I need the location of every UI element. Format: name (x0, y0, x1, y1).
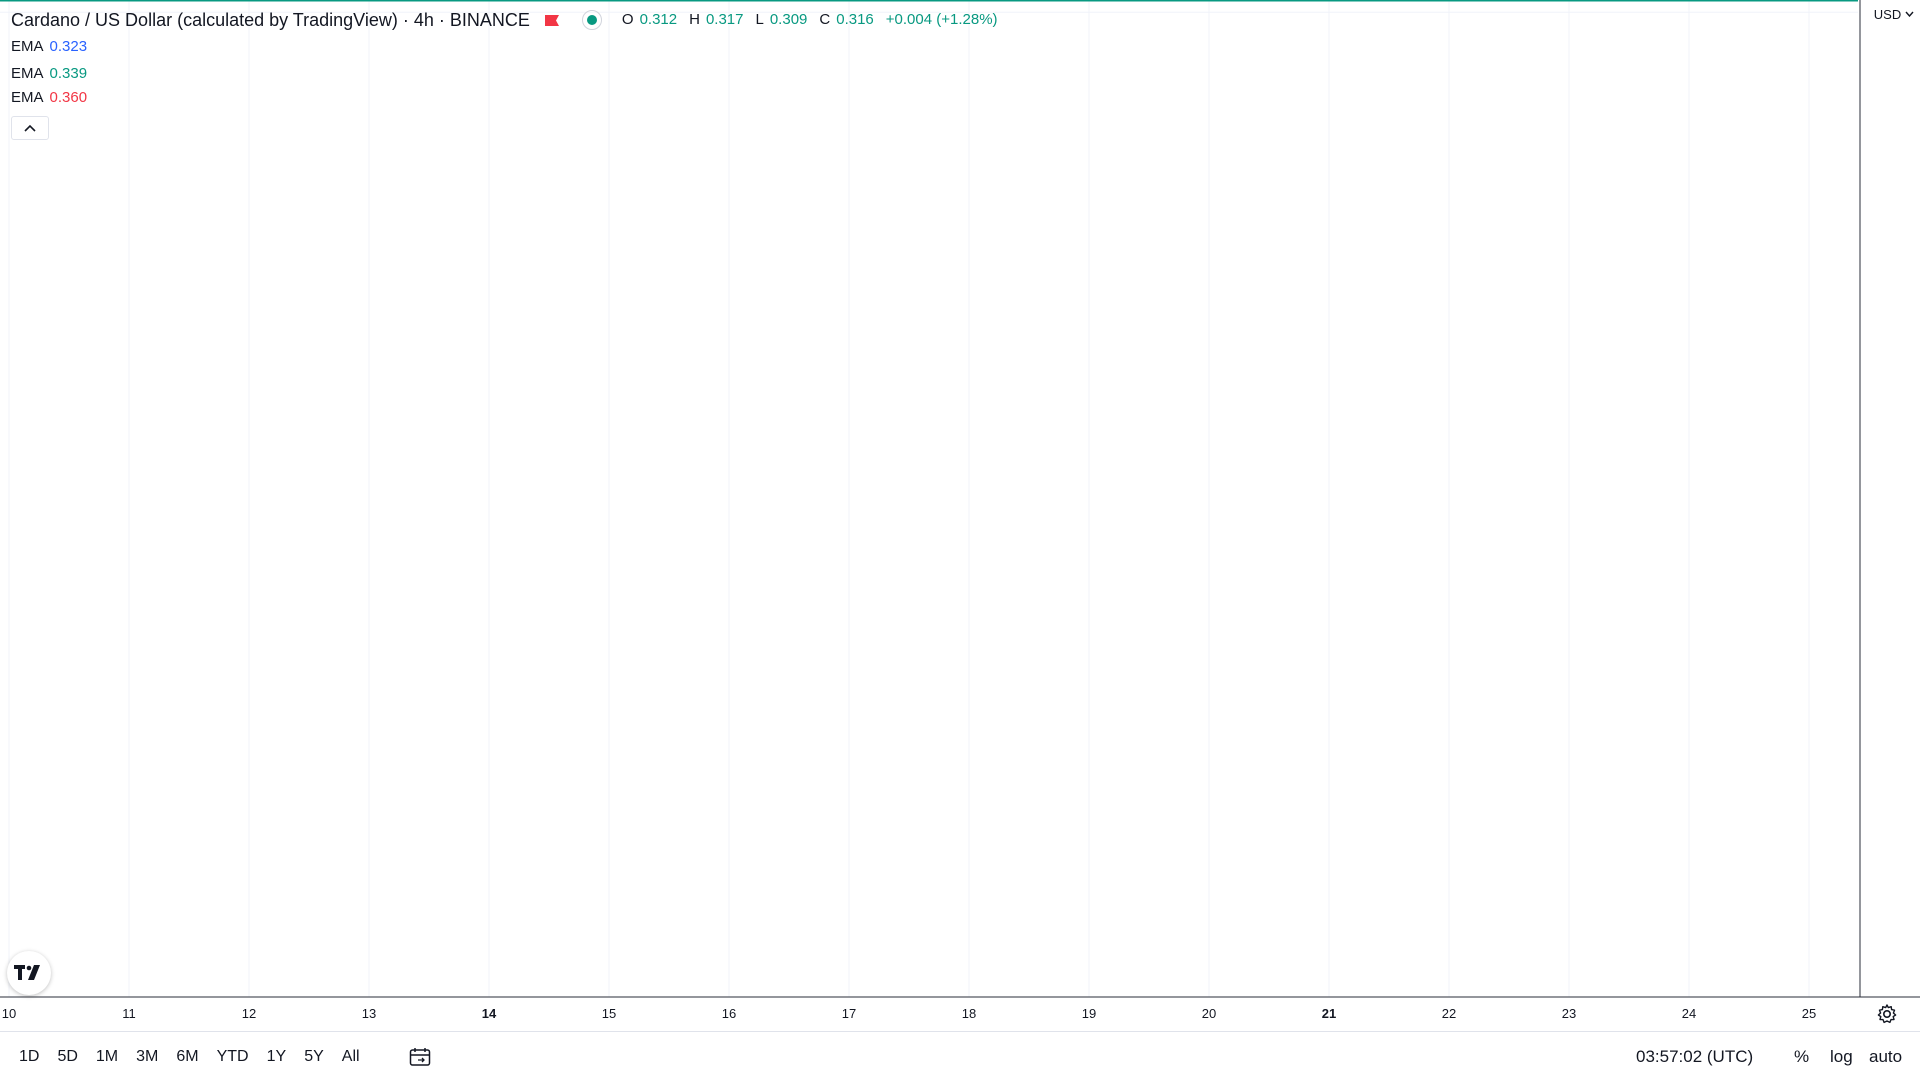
ohlc-low-label: L (755, 11, 764, 28)
range-1m-button[interactable]: 1M (95, 1047, 119, 1065)
ema-name: EMA (11, 38, 44, 55)
ohlc-close: 0.316 (836, 11, 874, 28)
time-tick-label: 16 (722, 1006, 736, 1021)
ema-name: EMA (11, 89, 44, 106)
time-tick-label: 14 (482, 1006, 497, 1021)
time-tick-label: 13 (362, 1006, 376, 1021)
time-tick-label: 21 (1322, 1006, 1336, 1021)
chart-grid (0, 0, 1858, 997)
range-3m-button[interactable]: 3M (136, 1047, 159, 1065)
gear-icon[interactable] (1876, 1003, 1898, 1025)
calendar-icon[interactable] (409, 1047, 431, 1067)
range-6m-button[interactable]: 6M (176, 1047, 199, 1065)
time-tick-label: 15 (602, 1006, 616, 1021)
tradingview-logo-icon (14, 965, 40, 980)
bottom-toolbar: 1D 5D 1M 3M 6M YTD 1Y 5Y All 03:57:02 (U… (0, 1031, 1920, 1081)
ohlc-change: +0.004 (+1.28%) (885, 11, 998, 28)
time-tick-label: 17 (842, 1006, 856, 1021)
pivot-levels: R3R2R1PivotS1Nov/2022 LowS2S3 (0, 0, 1858, 2)
ema-legend-3[interactable]: EMA 0.360 (11, 86, 1004, 110)
auto-scale-button[interactable]: auto (1869, 1046, 1903, 1066)
collapse-legend-button[interactable] (11, 116, 49, 140)
ohlc-high-label: H (689, 11, 700, 28)
symbol-title[interactable]: Cardano / US Dollar (calculated by Tradi… (11, 10, 530, 30)
ohlc-low: 0.309 (769, 11, 808, 28)
utc-clock[interactable]: 03:57:02 (UTC) (1636, 1046, 1754, 1066)
time-tick-label: 20 (1202, 1006, 1216, 1021)
range-5y-button[interactable]: 5Y (304, 1047, 324, 1065)
range-all-button[interactable]: All (341, 1047, 360, 1065)
currency-selector[interactable]: USD (1868, 0, 1920, 28)
ema-name: EMA (11, 65, 44, 82)
ema-legend-2[interactable]: EMA 0.339 (11, 62, 1004, 86)
chevron-down-icon (1905, 11, 1914, 17)
time-tick-label: 12 (242, 1006, 256, 1021)
ema-value: 0.339 (49, 65, 88, 82)
time-tick-label: 19 (1082, 1006, 1096, 1021)
ema-legend-1[interactable]: EMA 0.323 (11, 32, 1004, 62)
tradingview-logo[interactable] (7, 951, 51, 995)
percent-scale-button[interactable]: % (1794, 1046, 1810, 1066)
time-tick-label: 11 (122, 1006, 136, 1021)
time-tick-label: 25 (1802, 1006, 1816, 1021)
ohlc-high: 0.317 (705, 11, 744, 28)
ema-value: 0.323 (49, 38, 88, 55)
range-ytd-button[interactable]: YTD (216, 1047, 249, 1065)
range-1y-button[interactable]: 1Y (266, 1047, 287, 1065)
ohlc-open: 0.312 (639, 11, 678, 28)
live-dot-icon (581, 10, 602, 30)
range-5d-button[interactable]: 5D (57, 1047, 78, 1065)
time-tick-label: 18 (962, 1006, 976, 1021)
currency-label: USD (1873, 6, 1902, 22)
time-tick-label: 22 (1442, 1006, 1456, 1021)
ema-value: 0.360 (49, 89, 88, 106)
ohlc-open-label: O (621, 11, 634, 28)
chart-legend: Cardano / US Dollar (calculated by Tradi… (11, 8, 1004, 140)
axes: 0.4200.4100.4000.3900.3800.3700.3600.350… (0, 0, 1920, 1021)
time-tick-label: 24 (1682, 1006, 1696, 1021)
range-1d-button[interactable]: 1D (19, 1047, 40, 1065)
log-scale-button[interactable]: log (1830, 1046, 1853, 1066)
ohlc-close-label: C (819, 11, 831, 28)
time-tick-label: 23 (1562, 1006, 1576, 1021)
symbol-header: Cardano / US Dollar (calculated by Tradi… (11, 8, 1004, 32)
time-tick-label: 10 (2, 1006, 16, 1021)
flag-icon[interactable] (544, 14, 560, 27)
chevron-up-icon (24, 124, 36, 132)
